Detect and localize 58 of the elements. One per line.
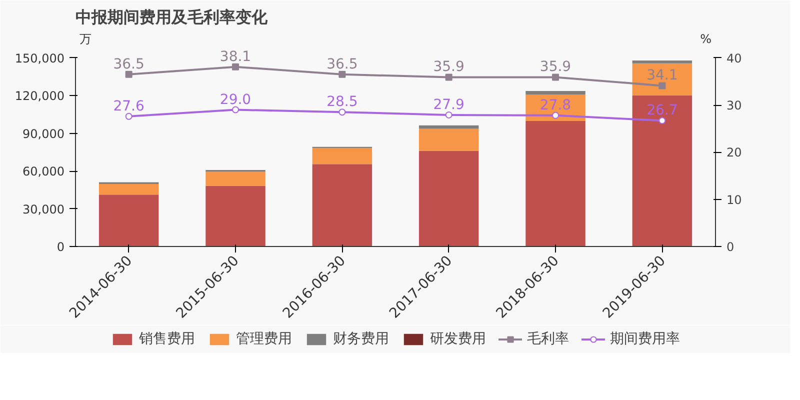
- y-tick-label: 90,000: [22, 126, 65, 141]
- y-tick-label: 30,000: [22, 202, 65, 216]
- y-tick-label: 60,000: [22, 164, 65, 179]
- data-label: 36.5: [326, 56, 358, 72]
- data-label: 29.0: [220, 92, 252, 108]
- legend-label: 期间费用率: [610, 330, 680, 348]
- data-label: 35.9: [540, 59, 572, 76]
- point: [445, 74, 452, 81]
- legend-label: 研发费用: [430, 330, 486, 348]
- bar: [418, 128, 479, 151]
- bar: [418, 150, 479, 246]
- bar: [312, 164, 372, 246]
- y2-tick-label: 20: [726, 146, 742, 160]
- y2-tick-label: 10: [726, 192, 742, 207]
- y2-tick-label: 30: [726, 98, 742, 113]
- data-label: 35.9: [433, 59, 464, 76]
- point: [232, 63, 239, 70]
- y2-tick-label: 40: [726, 51, 742, 66]
- legend-label: 管理费用: [236, 330, 292, 348]
- bar: [206, 186, 266, 246]
- legend-label: 财务费用: [333, 330, 389, 348]
- legend-label: 销售费用: [139, 330, 195, 348]
- point: [125, 70, 132, 78]
- y2-tick-label: 0: [726, 240, 734, 254]
- bar: [632, 63, 692, 96]
- point: [445, 111, 452, 118]
- bar: [98, 194, 159, 246]
- chart-title: 中报期间费用及毛利率变化: [76, 8, 268, 26]
- data-label: 26.7: [646, 102, 678, 119]
- data-label: 38.1: [220, 48, 252, 65]
- point: [658, 82, 666, 90]
- bar: [206, 172, 266, 186]
- bar: [526, 121, 586, 246]
- point: [658, 117, 666, 124]
- data-label: 27.6: [113, 98, 145, 114]
- bar: [526, 90, 586, 95]
- bar: [418, 125, 479, 129]
- bar: [632, 95, 692, 246]
- data-label: 28.5: [326, 94, 358, 110]
- y-axis-title: 万: [80, 32, 92, 46]
- point: [232, 106, 239, 114]
- y-tick-label: 120,000: [14, 89, 64, 104]
- data-label: 36.5: [113, 56, 144, 72]
- point: [338, 70, 346, 78]
- data-label: 27.9: [433, 96, 464, 113]
- bar: [312, 148, 372, 164]
- y-tick-label: 0: [56, 240, 65, 254]
- data-label: 27.8: [540, 97, 572, 114]
- point: [125, 112, 132, 120]
- point: [552, 112, 559, 119]
- y2-axis-title: %: [700, 32, 712, 46]
- bar: [632, 60, 692, 64]
- data-label: 34.1: [646, 68, 678, 84]
- legend-label: 毛利率: [527, 330, 569, 348]
- bar: [98, 184, 159, 195]
- point: [552, 74, 559, 81]
- point: [338, 108, 346, 116]
- y-tick-label: 150,000: [14, 51, 64, 66]
